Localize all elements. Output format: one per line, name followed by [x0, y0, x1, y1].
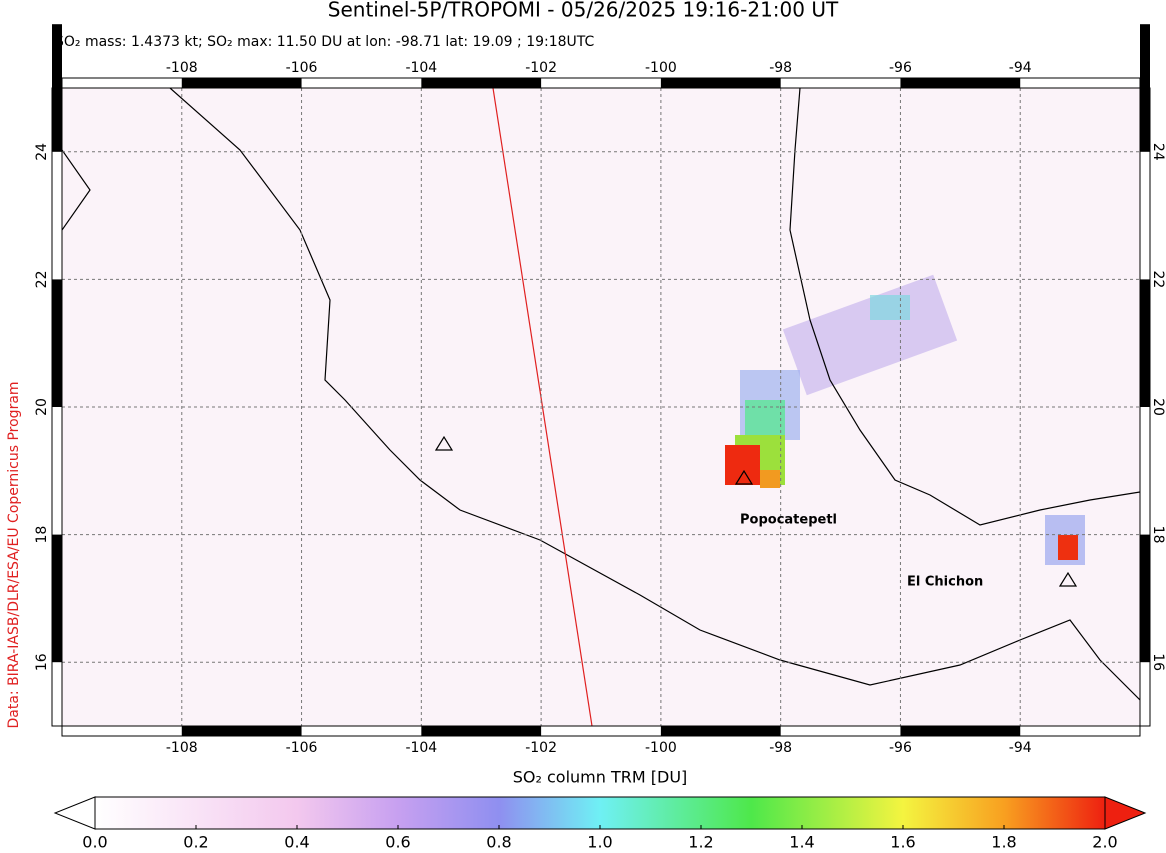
y-tick-label: 24: [1150, 143, 1166, 161]
y-tick-label: 18: [1150, 526, 1166, 544]
colorbar-over: [1104, 796, 1147, 830]
colorbar-tick-label: 0.4: [284, 833, 309, 852]
frame-segment: [421, 726, 542, 736]
so2-plume: [725, 274, 1085, 565]
frame-segment: [660, 78, 781, 88]
x-tick-label: -106: [286, 740, 318, 756]
frame-segment: [900, 78, 1021, 88]
x-tick-label: -104: [405, 740, 437, 756]
colorbar: [94, 796, 1106, 830]
colorbar-tick-label: 1.2: [688, 833, 713, 852]
colorbar-tick-label: 1.8: [991, 833, 1016, 852]
y-tick-label: 22: [1150, 270, 1166, 288]
x-tick-label: -104: [405, 60, 437, 76]
x-tick-label: -98: [769, 60, 792, 76]
y-tick-label: 16: [1150, 653, 1166, 671]
frame-segment: [900, 726, 1021, 736]
colorbar-tick-label: 1.6: [890, 833, 915, 852]
colorbar-tick-label: 2.0: [1092, 833, 1117, 852]
frame-segment: [1140, 24, 1150, 152]
colorbar-tick-label: 1.0: [587, 833, 612, 852]
coastline: [62, 149, 91, 231]
subtitle: SO₂ mass: 1.4373 kt; SO₂ max: 11.50 DU a…: [55, 34, 595, 50]
frame-segment: [1140, 279, 1150, 407]
x-tick-label: -102: [525, 740, 557, 756]
x-tick-label: -106: [286, 60, 318, 76]
x-tick-label: -96: [889, 740, 912, 756]
x-tick-label: -108: [166, 60, 198, 76]
frame-segment: [421, 78, 542, 88]
frame-segment: [52, 534, 62, 663]
frame-segment: [1140, 534, 1150, 663]
map-layer: [62, 88, 1140, 726]
x-tick-label: -100: [645, 60, 677, 76]
volcano-label: El Chichon: [907, 575, 983, 590]
y-tick-label: 20: [34, 398, 50, 416]
x-tick-label: -100: [645, 740, 677, 756]
colorbar-tick-label: 1.4: [789, 833, 814, 852]
volcano-marker: [434, 435, 1078, 587]
x-tick-label: -98: [769, 740, 792, 756]
y-tick-label: 20: [1150, 398, 1166, 416]
y-tick-label: 18: [34, 526, 50, 544]
x-tick-label: -102: [525, 60, 557, 76]
frame-segment: [660, 726, 781, 736]
y-tick-label: 24: [34, 143, 50, 161]
colorbar-label: SO₂ column TRM [DU]: [513, 768, 688, 787]
frame-segment: [52, 24, 62, 152]
volcano-label: Popocatepetl: [740, 513, 837, 528]
colorbar-tick-label: 0.0: [82, 833, 107, 852]
frame-segment: [181, 78, 302, 88]
x-tick-label: -108: [166, 740, 198, 756]
frame-bar: [61, 725, 1141, 737]
colorbar-tick-label: 0.6: [385, 833, 410, 852]
title: Sentinel-5P/TROPOMI - 05/26/2025 19:16-2…: [328, 0, 839, 22]
y-tick-label: 16: [34, 653, 50, 671]
y-tick-label: 22: [34, 270, 50, 288]
colorbar-tick-label: 0.2: [183, 833, 208, 852]
map-area: [62, 88, 1140, 726]
frame-segment: [181, 726, 302, 736]
frame-segment: [52, 279, 62, 407]
colorbar-under: [53, 796, 96, 830]
colorbar-tick-label: 0.8: [486, 833, 511, 852]
x-tick-label: -94: [1009, 60, 1032, 76]
x-tick-label: -94: [1009, 740, 1032, 756]
coastline: [789, 88, 1140, 526]
x-tick-label: -96: [889, 60, 912, 76]
credit: Data: BIRA-IASB/DLR/ESA/EU Copernicus Pr…: [6, 381, 22, 728]
